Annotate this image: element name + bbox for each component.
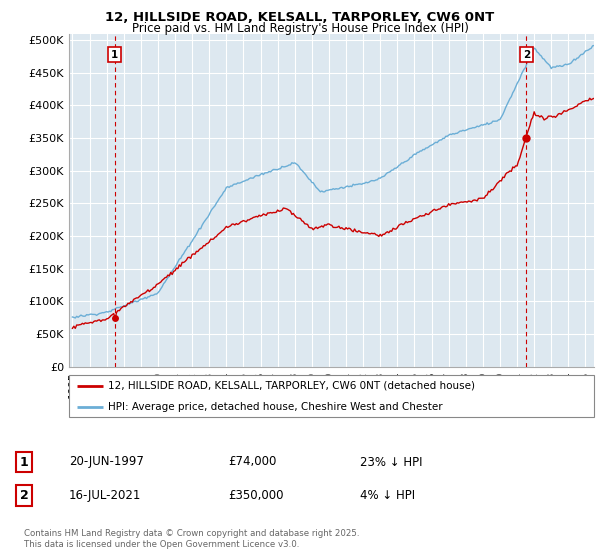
- Text: £74,000: £74,000: [228, 455, 277, 469]
- Text: 16-JUL-2021: 16-JUL-2021: [69, 489, 142, 502]
- Text: 23% ↓ HPI: 23% ↓ HPI: [360, 455, 422, 469]
- Text: Contains HM Land Registry data © Crown copyright and database right 2025.
This d: Contains HM Land Registry data © Crown c…: [24, 529, 359, 549]
- Text: 2: 2: [20, 489, 28, 502]
- Text: Price paid vs. HM Land Registry's House Price Index (HPI): Price paid vs. HM Land Registry's House …: [131, 22, 469, 35]
- Text: 20-JUN-1997: 20-JUN-1997: [69, 455, 144, 469]
- Text: 1: 1: [111, 49, 118, 59]
- Text: 12, HILLSIDE ROAD, KELSALL, TARPORLEY, CW6 0NT: 12, HILLSIDE ROAD, KELSALL, TARPORLEY, C…: [106, 11, 494, 24]
- Text: HPI: Average price, detached house, Cheshire West and Chester: HPI: Average price, detached house, Ches…: [109, 402, 443, 412]
- FancyBboxPatch shape: [69, 375, 594, 417]
- Text: 4% ↓ HPI: 4% ↓ HPI: [360, 489, 415, 502]
- Text: 2: 2: [523, 49, 530, 59]
- Text: 1: 1: [20, 455, 28, 469]
- Text: £350,000: £350,000: [228, 489, 284, 502]
- Text: 12, HILLSIDE ROAD, KELSALL, TARPORLEY, CW6 0NT (detached house): 12, HILLSIDE ROAD, KELSALL, TARPORLEY, C…: [109, 381, 475, 391]
